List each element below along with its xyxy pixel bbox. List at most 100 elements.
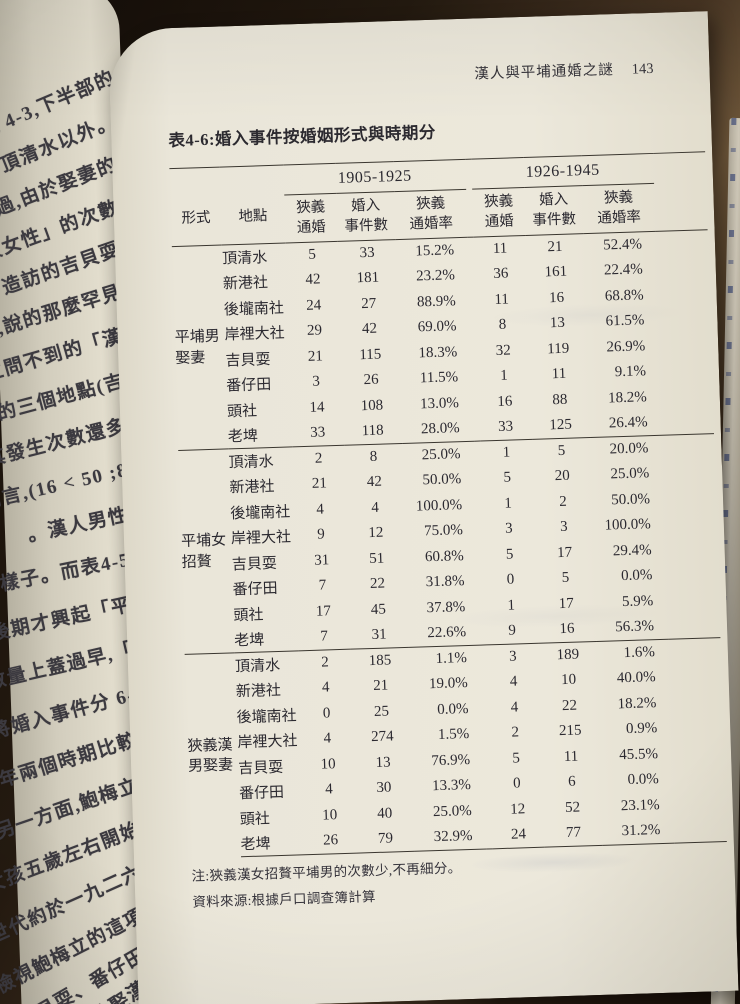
row-end-gap [666,561,719,588]
value-cell: 8 [344,443,403,471]
place-cell: 新港社 [229,479,275,497]
row-end-gap [664,485,717,512]
value-cell: 27 [360,295,377,312]
value-cell: 12 [509,801,526,818]
value-cell: 88.9% [416,292,456,311]
value-cell: 1 [480,439,533,467]
row-end-gap [660,383,713,410]
value-cell: 76.9% [431,751,471,769]
row-end-gap [667,587,720,614]
value-cell: 0 [322,705,331,722]
value-cell: 1.5% [437,726,470,744]
value-cell: 23.1% [620,796,660,815]
place-cell: 吉貝耍 [225,351,271,370]
value-cell: 69.0% [417,318,457,336]
value-cell: 19.0% [428,675,468,693]
value-cell: 17 [556,544,573,561]
value-cell: 1 [504,495,513,512]
value-cell: 13.3% [431,777,472,795]
value-cell: 32.9% [414,823,487,852]
value-cell: 37.8% [426,598,466,617]
value-cell: 75.0% [423,522,464,540]
value-cell: 2 [298,649,352,677]
value-cell: 7 [320,628,329,645]
form-column-header: 形式 [170,197,222,247]
value-cell: 11 [563,748,579,765]
col-header-narrow-intermarriage-rate: 狹義 通婚率 [394,189,468,240]
value-cell: 13 [549,315,566,332]
value-cell: 52.4% [603,236,643,254]
table-body: 平埔男 娶妻 頂清水 5 33 15.2% 11 21 52.4% 新港社 42 181 23.2% 36… [172,230,727,859]
value-cell: 40.0% [616,669,656,687]
value-cell: 29 [306,322,323,340]
place-cell: 岸裡大社 [224,325,285,344]
place-cell: 頂清水 [234,650,300,679]
form-group-label: 狹義漢 男娶妻 [184,652,242,859]
value-cell: 9 [508,622,517,639]
place-cell: 後壠南社 [223,300,285,319]
value-cell: 60.8% [424,547,464,566]
place-cell: 番仔田 [232,581,278,599]
value-cell: 25.0% [432,802,472,820]
value-cell: 52 [564,799,581,816]
value-cell: 5 [561,570,570,587]
place-cell: 新港社 [222,275,269,293]
value-cell: 21 [311,475,328,493]
row-end-gap [672,740,725,767]
value-cell: 18.2% [607,389,648,407]
place-cell: 頭社 [226,403,258,421]
value-cell: 10 [560,671,577,689]
value-cell: 1 [500,367,509,385]
row-end-gap [657,281,710,308]
value-cell: 181 [356,269,380,287]
place-cell: 老埤 [227,428,259,446]
value-cell: 115 [359,346,382,364]
value-cell: 2 [559,493,568,510]
value-cell: 0.9% [625,720,658,738]
value-cell: 0.0% [627,771,660,789]
place-cell: 岸裡大社 [237,733,298,752]
page-number: 143 [631,60,654,78]
form-group-label: 平埔女 招贅 [178,448,235,655]
value-cell: 26 [304,827,357,855]
value-cell: 11 [494,291,510,308]
value-cell: 42 [361,320,378,338]
row-end-gap [670,689,723,716]
value-cell: 51 [368,550,385,567]
col-header-marriage-in-events: 婚入 事件數 [524,185,584,236]
value-cell: 17 [558,595,574,612]
value-cell: 33 [497,418,514,435]
value-cell: 26.9% [606,338,646,356]
value-cell: 30 [376,779,392,797]
left-page-text-fragment: 漢人男性。 [26,504,132,547]
place-cell: 頭社 [233,607,264,625]
row-end-gap [658,306,711,333]
value-cell: 2 [292,445,345,473]
value-cell: 17 [315,603,332,620]
value-cell: 108 [360,397,384,414]
place-cell: 頭社 [239,811,271,828]
col-header-narrow-intermarriage: 狹義 通婚 [284,193,338,244]
value-cell: 0 [506,571,515,588]
place-cell: 老埤 [234,632,265,650]
value-cell: 56.3% [615,618,655,636]
value-cell: 185 [350,647,410,675]
value-cell: 11.5% [419,369,459,387]
place-cell: 後壠南社 [236,708,297,727]
value-cell: 31 [371,626,387,644]
place-cell: 岸裡大社 [230,529,292,548]
value-cell: 3 [486,643,540,671]
value-cell: 5 [512,750,521,767]
value-cell: 1.6% [596,639,670,667]
value-cell: 20.0% [590,435,663,464]
value-cell: 4 [321,679,330,696]
row-end-gap [674,815,727,844]
value-cell: 45 [370,601,387,618]
value-cell: 13 [375,754,391,771]
value-cell: 40 [376,805,393,822]
place-cell: 頂清水 [222,250,268,268]
value-cell: 4 [324,781,333,798]
value-cell: 21 [547,238,563,256]
row-end-gap [659,332,712,359]
